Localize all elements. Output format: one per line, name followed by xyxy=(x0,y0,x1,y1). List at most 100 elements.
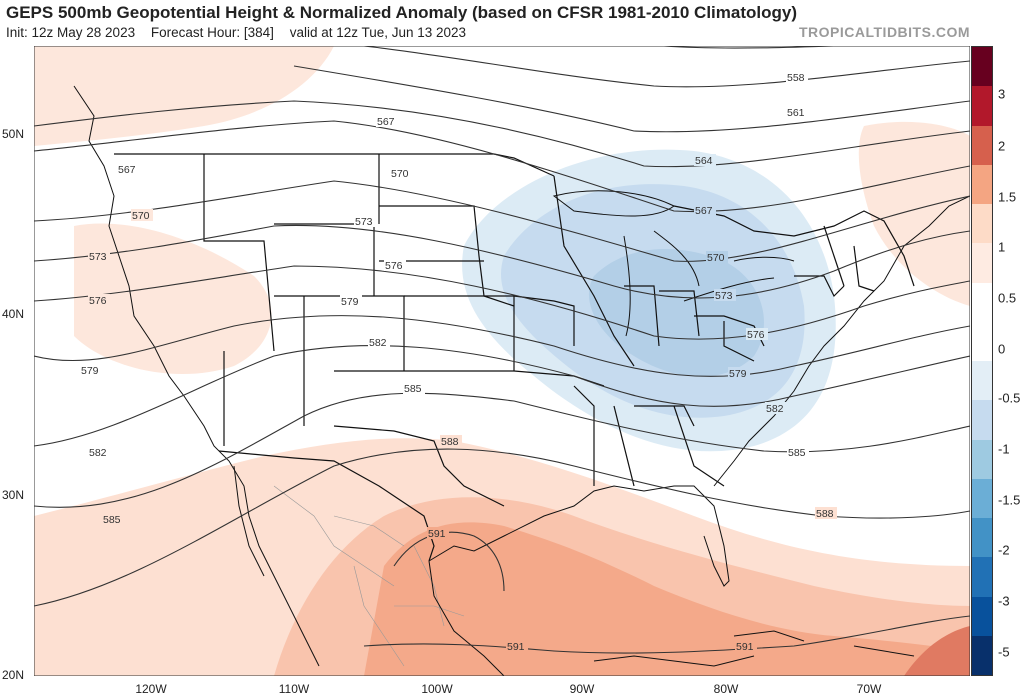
lon-label-100w: 100W xyxy=(421,682,453,696)
colorbar-segment xyxy=(972,86,992,126)
contour-label-573-coast: 573 xyxy=(89,251,107,263)
contour-label-561: 561 xyxy=(787,107,805,119)
colorbar-segment xyxy=(972,47,992,87)
colorbar-segment xyxy=(972,164,992,204)
contour-label-576-coast: 576 xyxy=(89,295,107,307)
lon-label-110w: 110W xyxy=(278,682,310,696)
map-title: GEPS 500mb Geopotential Height & Normali… xyxy=(6,3,797,22)
contour-558 xyxy=(363,46,970,88)
warm-anomaly-northwest xyxy=(34,46,334,146)
lon-label-120w: 120W xyxy=(135,682,167,696)
warm-anomaly-northeast xyxy=(858,121,970,306)
contour-label-588-east: 588 xyxy=(816,508,834,520)
lon-label-80w: 80W xyxy=(713,682,739,696)
colorbar-segment xyxy=(972,125,992,165)
warm-anomaly-shading xyxy=(34,46,970,676)
colorbar-label-neg-3: -3 xyxy=(998,593,1010,609)
brand-watermark: TROPICALTIDBITS.COM xyxy=(798,24,970,40)
contour-588 xyxy=(34,448,970,607)
contour-561 xyxy=(293,65,970,133)
valid-time: valid at 12z Tue, Jun 13 2023 xyxy=(289,25,467,40)
height-contours xyxy=(34,46,970,654)
contour-label-570-coast: 570 xyxy=(132,210,150,222)
map-panel: 558 561 564 567 567 567 570 570 570 573 … xyxy=(34,46,970,676)
lon-label-70w: 70W xyxy=(856,682,882,696)
contour-label-573-east: 573 xyxy=(715,290,733,302)
colorbar-segment xyxy=(972,361,992,401)
colorbar-segment xyxy=(972,321,992,361)
coastlines xyxy=(73,85,970,676)
colorbar-label-2: 2 xyxy=(998,138,1006,154)
contour-label-576-west: 576 xyxy=(385,260,403,272)
lat-label-50n: 50N xyxy=(2,127,25,141)
colorbar-label-neg-2: -2 xyxy=(998,542,1010,558)
lat-label-30n: 30N xyxy=(2,488,25,502)
contour-573 xyxy=(34,224,970,299)
colorbar-label-neg-1-5: -1.5 xyxy=(998,492,1021,508)
contour-591-west xyxy=(393,531,505,592)
contour-label-582-east: 582 xyxy=(766,403,784,415)
contour-label-585-east: 585 xyxy=(788,447,806,459)
cool-anomaly-core xyxy=(588,249,764,377)
contour-label-567-east: 567 xyxy=(695,205,713,217)
contour-label-579-east: 579 xyxy=(729,368,747,380)
forecast-hour: Forecast Hour: [384] xyxy=(150,25,274,40)
colorbar-segment xyxy=(972,282,992,322)
contour-label-579-west: 579 xyxy=(341,296,359,308)
contour-label-591-caribbean: 591 xyxy=(736,641,754,653)
contour-591-east xyxy=(363,615,970,654)
state-borders-mexico xyxy=(273,485,465,667)
contour-555 xyxy=(663,46,851,49)
contour-label-567-coast: 567 xyxy=(118,164,136,176)
warm-anomaly-west xyxy=(74,223,272,375)
lat-label-20n: 20N xyxy=(2,668,25,682)
contour-label-579-coast: 579 xyxy=(81,365,99,377)
colorbar-segment xyxy=(972,400,992,440)
colorbar-segment xyxy=(972,635,992,675)
contour-576 xyxy=(34,265,970,340)
contour-564 xyxy=(34,100,970,168)
contour-label-567-west: 567 xyxy=(377,116,395,128)
contour-567 xyxy=(34,120,970,213)
warm-anomaly-inner xyxy=(364,522,970,676)
init-time: Init: 12z May 28 2023 xyxy=(6,25,136,40)
colorbar-segment xyxy=(972,478,992,518)
colorbar xyxy=(971,46,993,676)
contour-label-576-east: 576 xyxy=(747,329,765,341)
colorbar-label-0: 0 xyxy=(998,341,1006,357)
contour-label-573-west: 573 xyxy=(355,216,373,228)
colorbar-segment xyxy=(972,596,992,636)
map-subtitle: Init: 12z May 28 2023 Forecast Hour: [38… xyxy=(6,25,478,40)
lon-label-90w: 90W xyxy=(569,682,595,696)
colorbar-segment xyxy=(972,557,992,597)
map-canvas: 558 561 564 567 567 567 570 570 570 573 … xyxy=(34,46,970,676)
contour-label-582-west: 582 xyxy=(369,337,387,349)
contour-582 xyxy=(34,345,970,447)
contour-label-591-texas: 591 xyxy=(428,528,446,540)
warm-anomaly-core xyxy=(904,626,970,676)
colorbar-label-1: 1 xyxy=(998,239,1006,255)
contour-label-564: 564 xyxy=(695,155,713,167)
contour-label-591-south: 591 xyxy=(507,641,525,653)
contour-label-558: 558 xyxy=(787,72,805,84)
contour-label-570-west: 570 xyxy=(391,168,409,180)
contour-label-585-coast: 585 xyxy=(103,514,121,526)
contour-label-588-west: 588 xyxy=(441,436,459,448)
contour-579 xyxy=(34,315,970,377)
colorbar-label-neg-1: -1 xyxy=(998,441,1010,457)
contour-570 xyxy=(34,180,970,262)
colorbar-segment xyxy=(972,204,992,244)
contour-label-585-west: 585 xyxy=(404,383,422,395)
colorbar-segment xyxy=(972,439,992,479)
contour-label-570-east: 570 xyxy=(707,252,725,264)
contour-585 xyxy=(34,392,970,508)
contour-labels: 558 561 564 567 567 567 570 570 570 573 … xyxy=(80,71,837,653)
colorbar-label-1-5: 1.5 xyxy=(998,189,1017,205)
colorbar-label-0-5: 0.5 xyxy=(998,290,1017,306)
colorbar-segment xyxy=(972,518,992,558)
contour-label-582-coast: 582 xyxy=(89,447,107,459)
colorbar-segment xyxy=(972,243,992,283)
colorbar-label-3: 3 xyxy=(998,86,1006,102)
colorbar-label-neg-5: -5 xyxy=(998,644,1010,660)
lat-label-40n: 40N xyxy=(2,307,25,321)
